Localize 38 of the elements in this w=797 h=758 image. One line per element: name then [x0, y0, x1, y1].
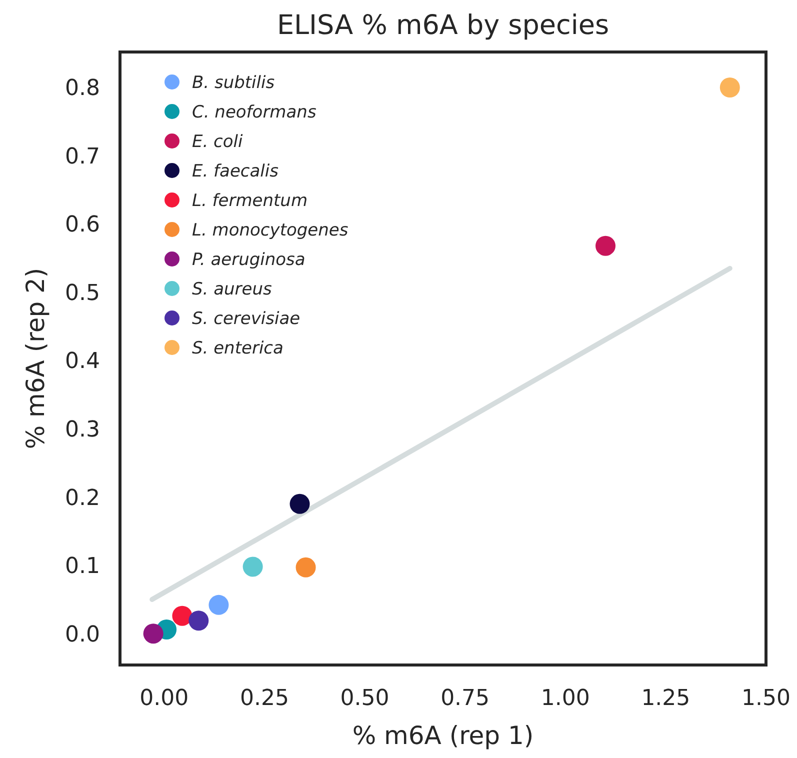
y-tick-label: 0.8 [65, 76, 100, 102]
point [296, 557, 316, 578]
legend-label: S. aureus [192, 279, 272, 300]
y-tick-label: 0.1 [65, 554, 100, 580]
x-tick-label: 0.25 [240, 686, 289, 711]
x-tick-label: 0.00 [140, 686, 189, 711]
point [143, 624, 164, 644]
chart-title: ELISA % m6A by species [276, 10, 610, 41]
point [172, 606, 192, 626]
legend-label: C. neoformans [192, 102, 316, 122]
y-tick-label: 0.2 [65, 486, 100, 511]
legend-label: E. coli [192, 132, 244, 152]
legend-label: S. enterica [192, 338, 284, 358]
x-tick-label: 1.00 [540, 686, 590, 711]
point [188, 610, 209, 631]
point [290, 494, 310, 514]
x-tick-label: 1.50 [742, 686, 790, 711]
y-axis-title: % m6A (rep 2) [21, 268, 50, 450]
x-tick-label: 1.25 [641, 686, 690, 711]
legend-label: B. subtilis [192, 72, 275, 93]
legend-label: L. monocytogenes [192, 220, 348, 240]
point [720, 77, 740, 98]
y-tick-label: 0.5 [65, 280, 100, 306]
x-tick-label: 0.50 [340, 686, 390, 711]
x-tick-label: 0.75 [440, 686, 490, 711]
point [208, 594, 229, 615]
legend-label: L. fermentum [192, 190, 308, 211]
point [596, 236, 616, 256]
legend-label: S. cerevisiae [192, 308, 300, 329]
y-tick-label: 0.3 [65, 418, 100, 443]
legend-label: E. faecalis [192, 161, 279, 182]
y-tick-label: 0.0 [65, 622, 100, 648]
x-axis-title: % m6A (rep 1) [352, 721, 534, 750]
y-tick-label: 0.4 [65, 349, 100, 374]
legend-label: P. aeruginosa [192, 250, 306, 270]
y-tick-label: 0.6 [65, 212, 100, 238]
y-tick-label: 0.7 [65, 144, 100, 170]
point [242, 556, 263, 577]
